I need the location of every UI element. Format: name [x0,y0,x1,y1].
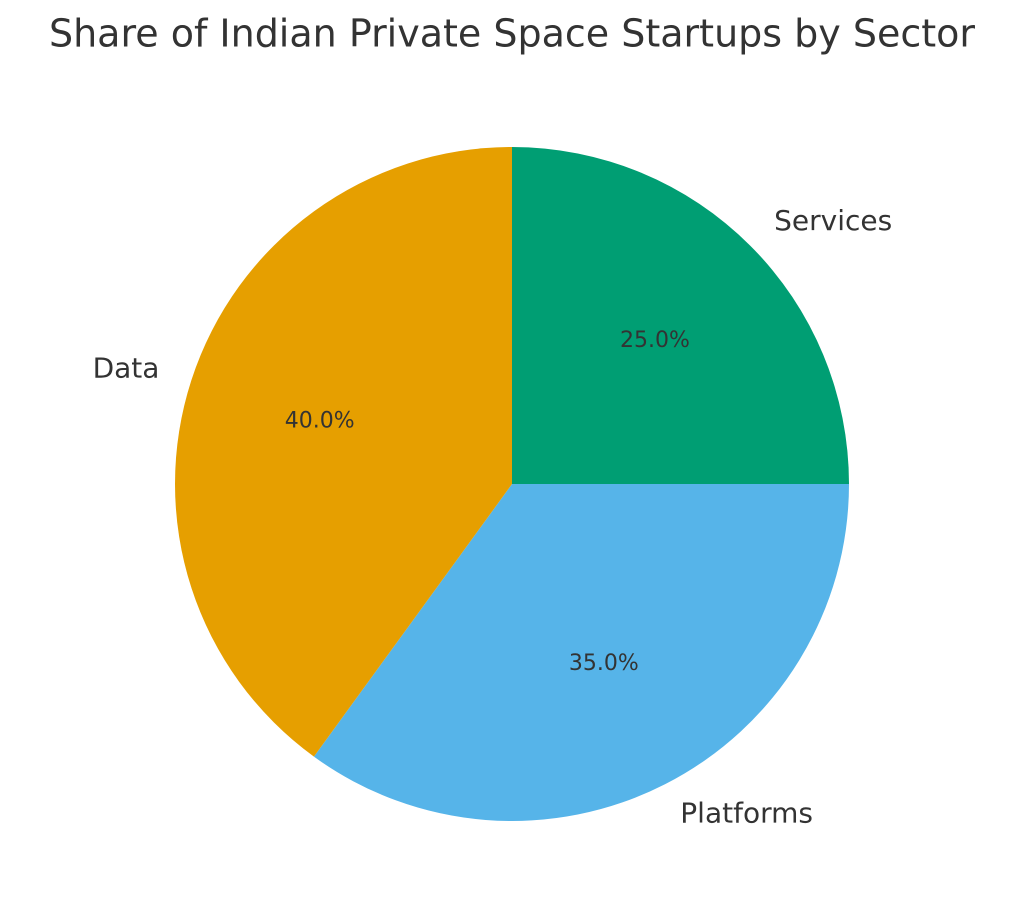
value-label: 35.0% [569,651,639,676]
category-label: Platforms [680,796,813,829]
category-label: Data [93,351,160,384]
value-label: 25.0% [620,328,690,353]
chart-title: Share of Indian Private Space Startups b… [49,12,975,56]
value-label: 40.0% [285,409,355,434]
pie-wedge [175,147,512,757]
pie-wedge [512,147,849,484]
pie-wedge [313,484,849,821]
category-label: Services [774,204,892,237]
